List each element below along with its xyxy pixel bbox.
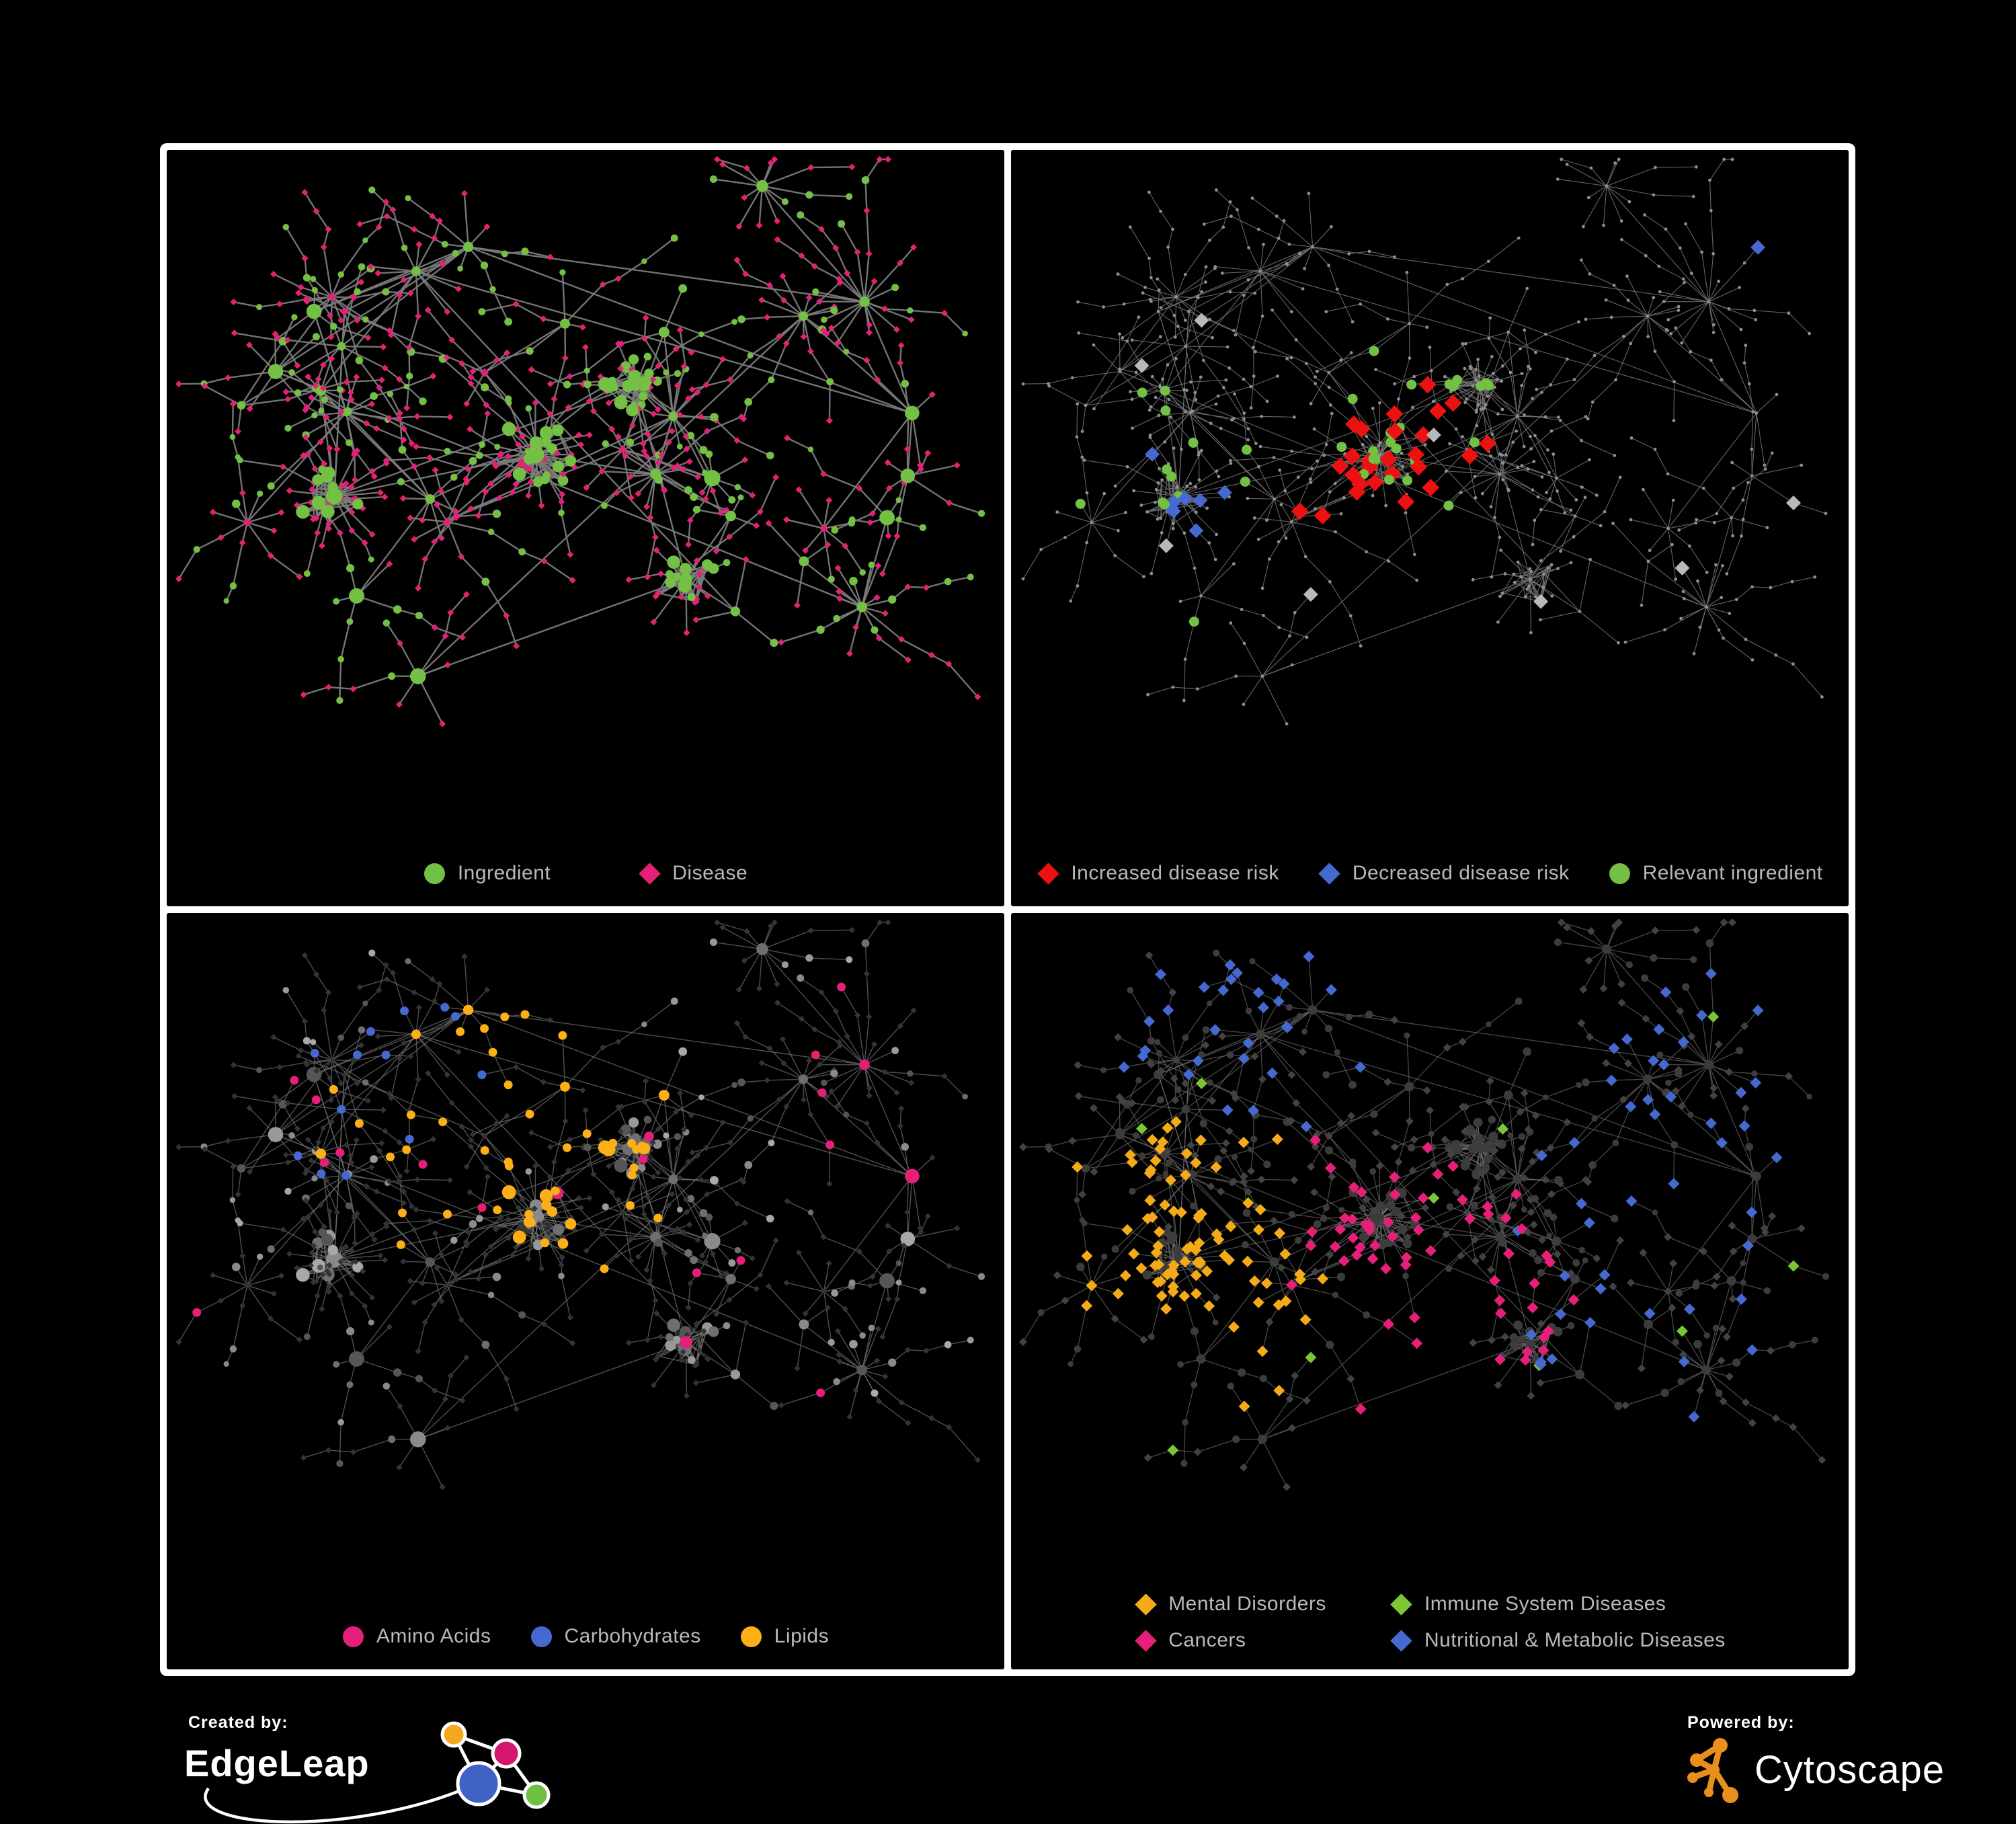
panel-nutrient-classes: Amino Acids Carbohydrates Lipids — [167, 913, 1004, 1669]
panel-ingredient-disease: Ingredient Disease — [167, 150, 1004, 906]
legend-label-nutritional-metabolic-diseases: Nutritional & Metabolic Diseases — [1424, 1629, 1726, 1652]
legend-label-disease: Disease — [672, 862, 748, 885]
legend-label-carbohydrates: Carbohydrates — [564, 1625, 700, 1648]
legend-item-immune-system-diseases: Immune System Diseases — [1390, 1593, 1726, 1616]
legend-marker-diamond-increased-disease-risk — [1037, 863, 1059, 885]
network-graph-disease-classes — [1011, 913, 1849, 1605]
legend-disease-classes: Mental Disorders Immune System Diseases Ca… — [1011, 1593, 1849, 1652]
legend-label-amino-acids: Amino Acids — [376, 1625, 491, 1648]
legend-item-ingredient: Ingredient — [424, 862, 551, 885]
legend-marker-circle-ingredient — [424, 863, 445, 884]
legend-label-ingredient: Ingredient — [458, 862, 551, 885]
legend-nutrient-classes: Amino Acids Carbohydrates Lipids — [167, 1625, 1004, 1648]
legend-label-cancers: Cancers — [1168, 1629, 1246, 1652]
legend-item-disease: Disease — [638, 862, 748, 885]
legend-marker-circle-carbohydrates — [531, 1626, 552, 1647]
legend-item-increased-disease-risk: Increased disease risk — [1037, 862, 1279, 885]
legend-marker-circle-relevant-ingredient — [1609, 863, 1630, 884]
legend-label-mental-disorders: Mental Disorders — [1168, 1593, 1326, 1616]
legend-marker-diamond-cancers — [1135, 1630, 1157, 1652]
network-graph-disease-risk — [1011, 150, 1849, 842]
legend-item-lipids: Lipids — [740, 1625, 829, 1648]
legend-label-decreased-disease-risk: Decreased disease risk — [1353, 862, 1570, 885]
legend-disease-risk: Increased disease risk Decreased disease … — [1011, 862, 1849, 885]
panel-grid: Ingredient Disease Increased disease risk… — [160, 143, 1855, 1676]
legend-marker-circle-amino-acids — [343, 1626, 364, 1647]
panel-disease-risk: Increased disease risk Decreased disease … — [1011, 150, 1849, 906]
created-by-label: Created by: — [188, 1713, 288, 1733]
legend-item-cancers: Cancers — [1134, 1629, 1326, 1652]
legend-item-amino-acids: Amino Acids — [342, 1625, 491, 1648]
powered-by-label: Powered by: — [1687, 1713, 1795, 1733]
legend-item-nutritional-metabolic-diseases: Nutritional & Metabolic Diseases — [1390, 1629, 1726, 1652]
legend-label-relevant-ingredient: Relevant ingredient — [1643, 862, 1823, 885]
legend-marker-diamond-disease — [639, 863, 661, 885]
legend-item-carbohydrates: Carbohydrates — [530, 1625, 700, 1648]
panel-disease-classes: Mental Disorders Immune System Diseases Ca… — [1011, 913, 1849, 1669]
legend-marker-diamond-mental-disorders — [1135, 1593, 1157, 1616]
legend-marker-circle-lipids — [741, 1626, 762, 1647]
edgeleap-credit: Created by: EdgeLeap — [168, 1706, 598, 1824]
legend-item-decreased-disease-risk: Decreased disease risk — [1318, 862, 1570, 885]
edgeleap-swoosh — [205, 1786, 472, 1822]
cytoscape-credit: Powered by: Cytoscape — [1679, 1706, 1988, 1821]
legend-marker-diamond-decreased-disease-risk — [1319, 863, 1341, 885]
legend-ingredient-disease: Ingredient Disease — [167, 862, 1004, 885]
legend-label-increased-disease-risk: Increased disease risk — [1071, 862, 1279, 885]
legend-marker-diamond-immune-system-diseases — [1391, 1593, 1413, 1616]
legend-label-immune-system-diseases: Immune System Diseases — [1424, 1593, 1666, 1616]
cytoscape-logo-icon — [1683, 1736, 1745, 1803]
legend-label-lipids: Lipids — [774, 1625, 829, 1648]
network-graph-nutrient-classes — [167, 913, 1004, 1605]
legend-item-mental-disorders: Mental Disorders — [1134, 1593, 1326, 1616]
cytoscape-wordmark: Cytoscape — [1755, 1747, 1945, 1792]
legend-item-relevant-ingredient: Relevant ingredient — [1609, 862, 1823, 885]
edgeleap-wordmark: EdgeLeap — [184, 1741, 370, 1785]
network-graph-ingredient-disease — [167, 150, 1004, 842]
legend-marker-diamond-nutritional-metabolic-diseases — [1391, 1630, 1413, 1652]
